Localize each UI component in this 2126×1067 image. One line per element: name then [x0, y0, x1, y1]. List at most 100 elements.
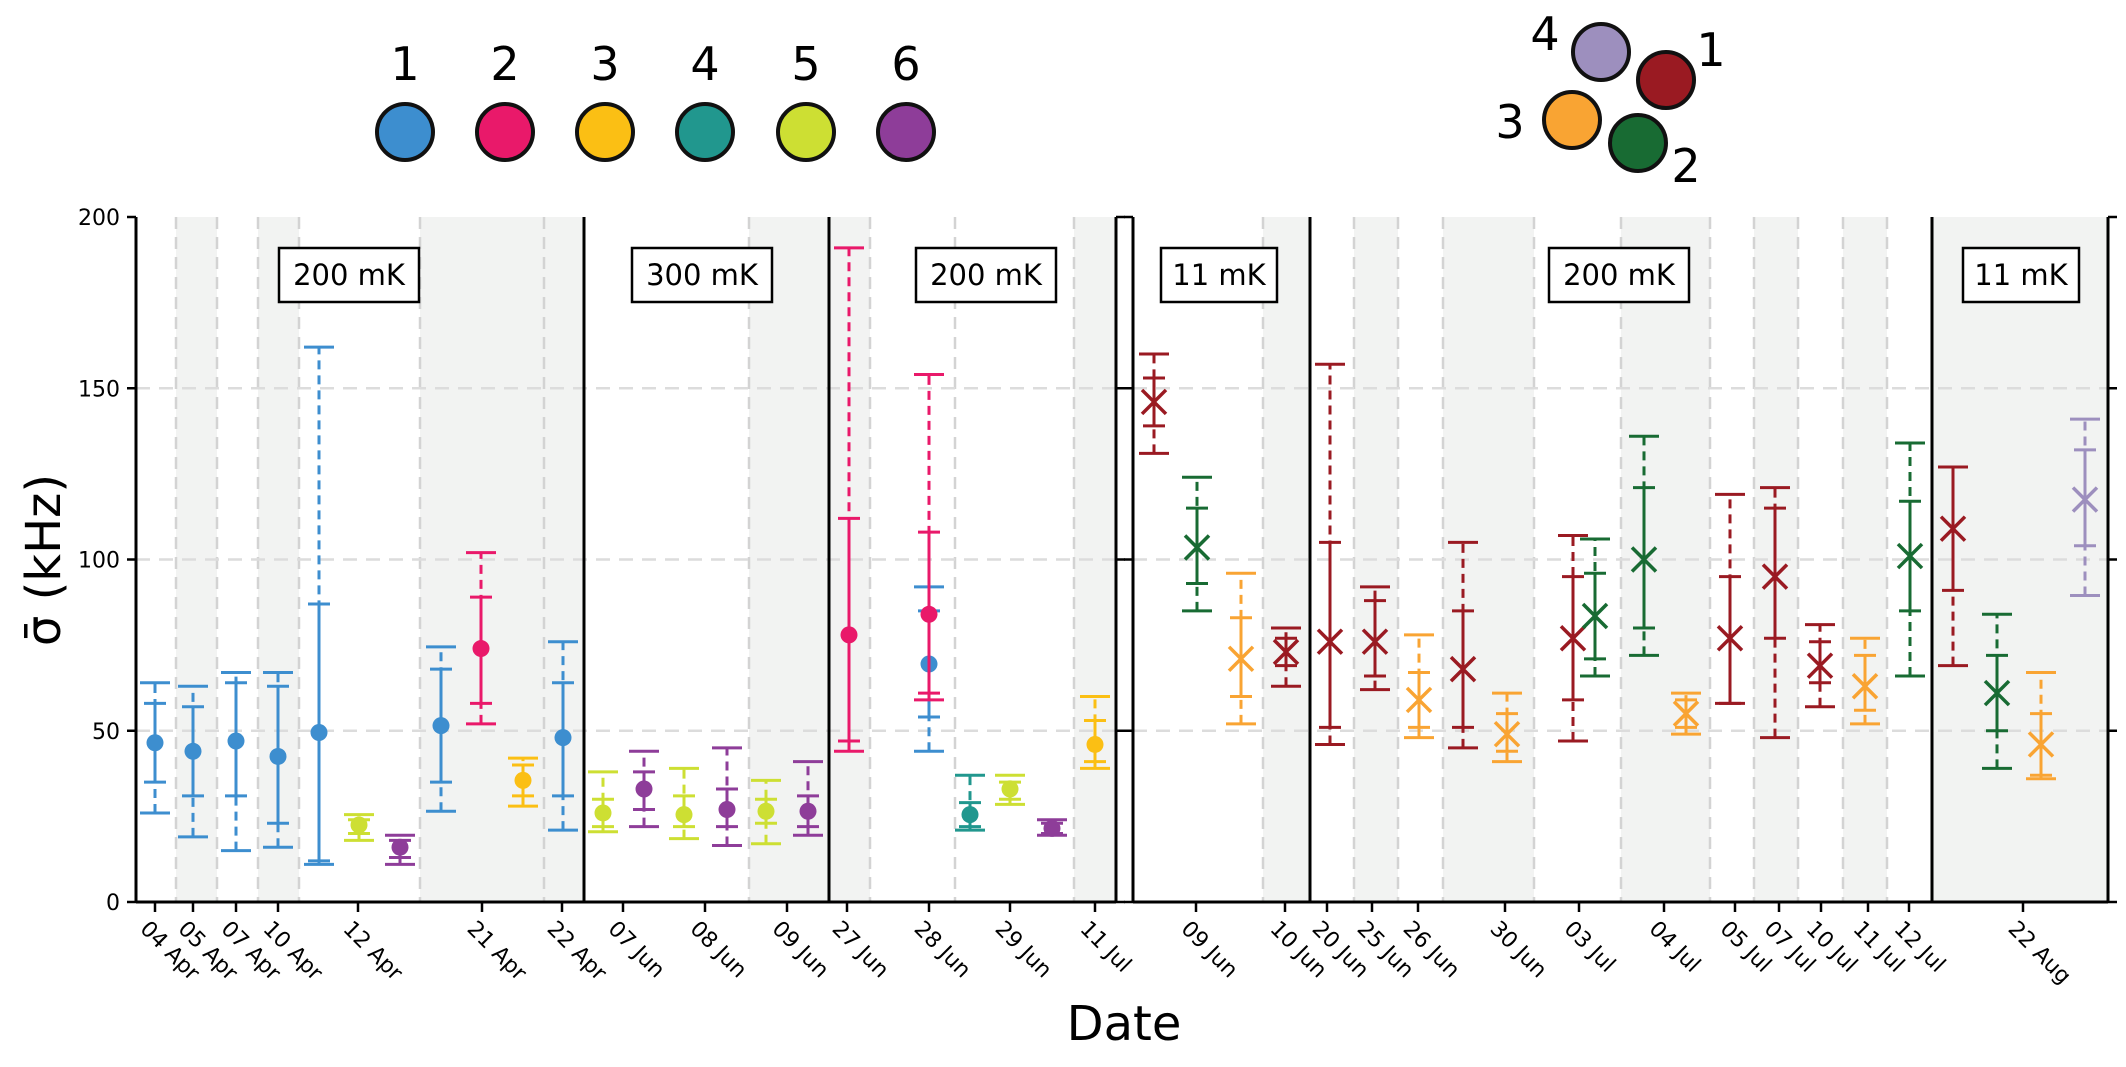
errorbar-r2 — [1580, 537, 1610, 678]
errorbar-r1 — [1271, 626, 1301, 688]
legend-marker-2 — [1608, 113, 1668, 173]
y-tick-label: 150 — [78, 377, 120, 402]
data-point — [269, 747, 287, 765]
errorbar-4 — [955, 773, 985, 832]
data-point — [2071, 486, 2099, 513]
errorbar-r1 — [1448, 540, 1478, 750]
errorbar-r2 — [1895, 441, 1925, 678]
errorbar-r1 — [1760, 486, 1790, 740]
errorbar-2 — [834, 246, 864, 753]
data-point — [961, 806, 979, 824]
temperature-box — [1547, 246, 1691, 304]
temperature-box — [914, 246, 1058, 304]
errorbar-r1 — [1805, 623, 1835, 709]
legend-number: 2 — [1671, 139, 1700, 193]
legend-number: 3 — [1495, 95, 1524, 149]
y-axis-ticks: 0 50 100 150 200 — [78, 206, 120, 916]
errorbar-6 — [793, 760, 823, 837]
data-point — [718, 801, 736, 819]
data-point — [1086, 735, 1104, 753]
temperature-label: 200 mK — [1563, 258, 1676, 292]
x-tick-label: 22 Apr — [542, 917, 612, 987]
data-point — [1761, 563, 1789, 590]
errorbar-1 — [304, 345, 334, 866]
data-point — [1140, 388, 1168, 416]
y-tick-label: 0 — [106, 891, 120, 916]
data-point — [799, 802, 817, 820]
temperature-label: 300 mK — [646, 258, 759, 292]
x-axis-label: Date — [1067, 996, 1182, 1052]
data-point — [1227, 645, 1255, 673]
x-tick-label: 22 Aug — [2003, 917, 2076, 990]
data-point — [1630, 546, 1658, 573]
errorbar-5 — [669, 766, 699, 841]
x-tick-label: 04 Jul — [1644, 917, 1705, 978]
data-point — [146, 734, 164, 752]
x-tick-label: 12 Apr — [338, 917, 408, 987]
errorbar-1 — [140, 681, 170, 815]
data-series — [140, 246, 2100, 866]
errorbar-6 — [1037, 818, 1067, 837]
data-point — [1806, 652, 1834, 679]
errorbar-r4 — [2070, 417, 2100, 597]
legend-marker-3 — [1542, 90, 1602, 150]
data-point — [391, 838, 409, 856]
temperature-label: 200 mK — [293, 258, 406, 292]
errorbar-5 — [751, 778, 781, 846]
data-point — [1361, 628, 1389, 655]
errorbar-1 — [548, 640, 578, 832]
data-point — [594, 804, 612, 822]
legend-marker-1 — [375, 102, 435, 162]
temperature-box — [1159, 246, 1279, 304]
temperature-label: 11 mK — [1172, 258, 1266, 292]
errorbar-1 — [221, 671, 251, 853]
data-point — [1939, 515, 1967, 542]
errorbar-2 — [466, 551, 496, 726]
errorbar-1 — [263, 671, 293, 849]
legend-number: 3 — [590, 37, 619, 91]
temperature-box — [1961, 246, 2081, 304]
errorbar-5 — [344, 813, 374, 842]
legend-marker-5 — [776, 102, 836, 162]
errorbar-3 — [1080, 695, 1110, 770]
data-point — [1449, 655, 1477, 683]
x-tick-label: 08 Jun — [685, 917, 752, 984]
axes — [127, 215, 2117, 904]
errorbar-6 — [629, 749, 659, 829]
errorbar-1 — [426, 645, 456, 813]
data-point — [757, 802, 775, 820]
errorbar-1 — [178, 684, 208, 839]
errorbar-6 — [385, 833, 415, 866]
errorbar-r2 — [1629, 434, 1659, 657]
errorbar-r3 — [2026, 671, 2056, 781]
legend-number: 1 — [1696, 23, 1725, 77]
legend-marker-1 — [1636, 50, 1696, 110]
errorbar-3 — [508, 756, 538, 808]
legend-left: 1 2 3 4 5 6 — [375, 37, 936, 162]
errorbar-r3 — [1226, 571, 1256, 726]
legend-number: 1 — [390, 37, 419, 91]
data-point — [1043, 819, 1061, 837]
y-tick-label: 50 — [92, 720, 120, 745]
errorbar-6 — [712, 746, 742, 847]
errorbar-5 — [588, 770, 618, 834]
data-point — [840, 626, 858, 644]
data-point — [554, 729, 572, 747]
errorbar-r2 — [1982, 612, 2012, 770]
legend-number: 2 — [490, 37, 519, 91]
errorbar-r3 — [1404, 633, 1434, 740]
x-tick-label: 30 Jun — [1485, 917, 1552, 984]
legend-number: 5 — [791, 37, 820, 91]
data-point — [1581, 602, 1609, 630]
errorbar-r3 — [1671, 691, 1701, 736]
legend-marker-4 — [1571, 22, 1631, 82]
errorbar-r3 — [1850, 636, 1880, 726]
legend-marker-4 — [675, 102, 735, 162]
temperature-label: 11 mK — [1974, 258, 2068, 292]
data-point — [1672, 700, 1700, 727]
data-point — [1896, 542, 1924, 570]
y-tick-label: 100 — [78, 549, 120, 574]
data-point — [920, 605, 938, 623]
